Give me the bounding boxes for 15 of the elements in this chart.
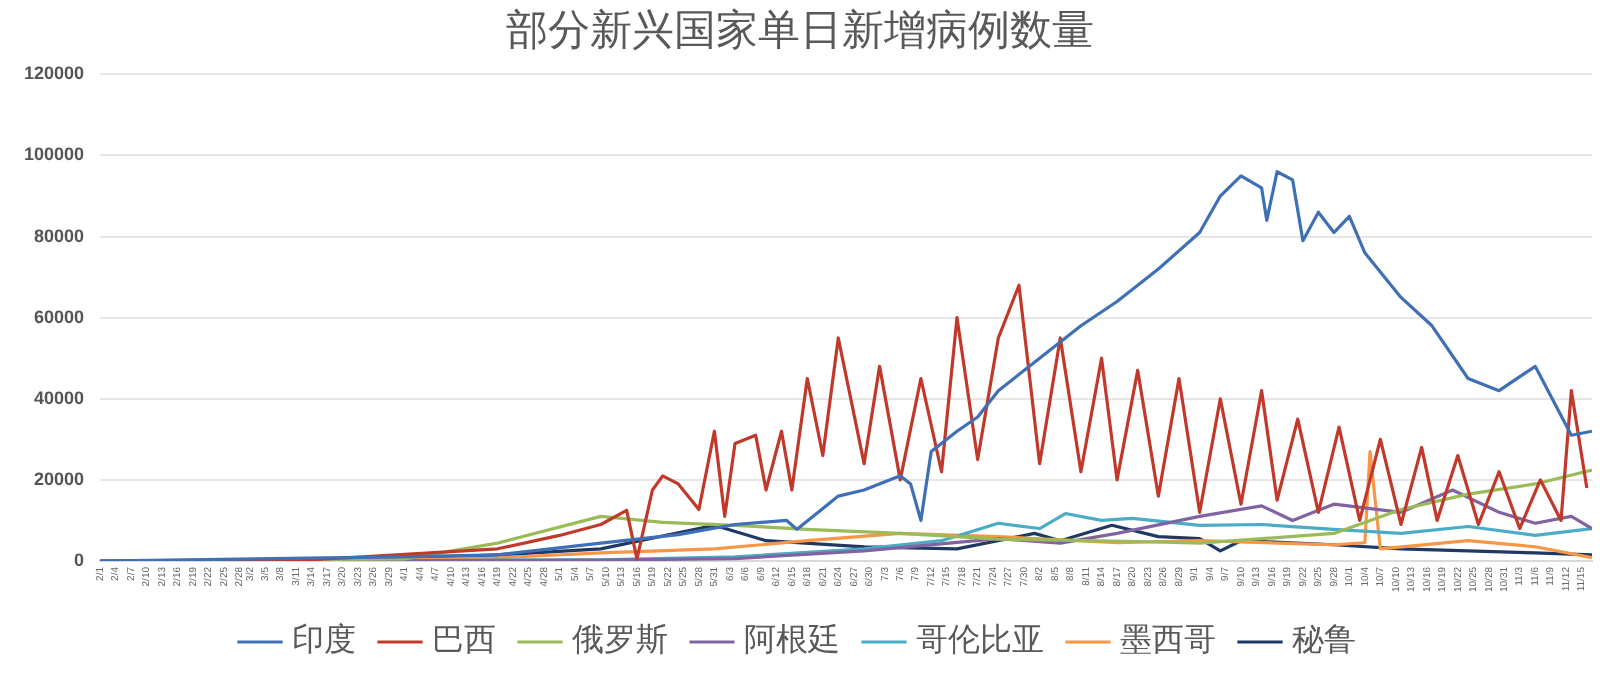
legend-label: 墨西哥 (1120, 624, 1216, 659)
legend-label: 俄罗斯 (572, 622, 668, 659)
y-tick-label: 0 (74, 549, 85, 570)
legend-label: 印度 (292, 622, 356, 659)
legend-label: 秘鲁 (1292, 622, 1356, 659)
y-tick-label: 60000 (34, 306, 85, 327)
y-tick-label: 80000 (34, 225, 85, 246)
legend-label: 阿根廷 (744, 622, 840, 659)
chart-title: 部分新兴国家单日新增病例数量 (506, 6, 1094, 55)
legend-label: 巴西 (432, 624, 496, 659)
legend-label: 哥伦比亚 (916, 622, 1044, 659)
y-tick-label: 20000 (34, 468, 85, 489)
y-tick-label: 100000 (23, 144, 85, 165)
y-tick-label: 120000 (23, 63, 85, 84)
y-tick-label: 40000 (34, 387, 85, 408)
